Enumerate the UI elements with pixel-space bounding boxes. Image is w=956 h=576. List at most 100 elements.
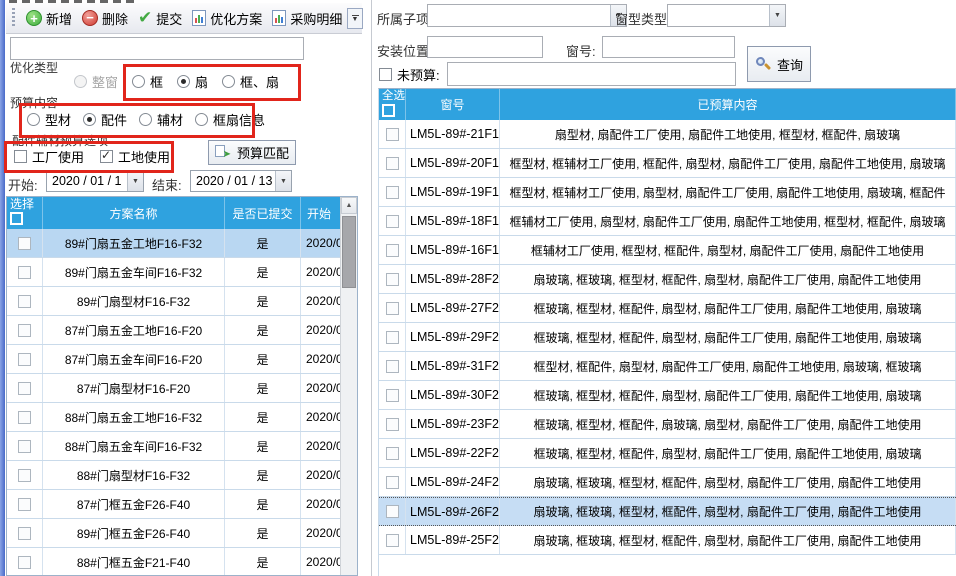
plan-name-column-header[interactable]: 方案名称: [43, 197, 225, 229]
budget-row[interactable]: LM5L-89#-18F16 框辅材工厂使用, 扇型材, 扇配件工厂使用, 扇配件…: [379, 207, 956, 236]
window-no-column-header[interactable]: 窗号: [406, 89, 500, 120]
toolbar-overflow-button[interactable]: [347, 8, 363, 29]
row-checkbox[interactable]: [385, 127, 399, 141]
plan-row[interactable]: 88#门扇五金车间F16-F32 是 2020/0: [7, 432, 342, 461]
radio-frame-sash[interactable]: 框、扇: [222, 72, 279, 91]
plan-filter-field[interactable]: [10, 37, 304, 60]
no-budget-field[interactable]: [447, 62, 736, 86]
budget-row[interactable]: LM5L-89#-23F21 框玻璃, 框型材, 框配件, 扇玻璃, 扇型材, 扇…: [379, 410, 956, 439]
plan-table-scrollbar[interactable]: [340, 197, 357, 575]
window-type-combobox[interactable]: [667, 4, 786, 27]
row-checkbox[interactable]: [385, 214, 399, 228]
plan-row[interactable]: 89#门框五金F26-F40 是 2020/0: [7, 519, 342, 548]
row-checkbox[interactable]: [385, 301, 399, 315]
radio-whole-window[interactable]: 整窗: [74, 72, 118, 91]
row-checkbox[interactable]: [385, 505, 399, 518]
checkbox-factory-use[interactable]: 工厂使用: [14, 147, 84, 166]
radio-sash[interactable]: 扇: [177, 72, 208, 91]
budget-row[interactable]: LM5L-89#-20F18 框型材, 框辅材工厂使用, 框配件, 扇型材, 扇配…: [379, 149, 956, 178]
row-checkbox[interactable]: [18, 497, 31, 511]
purchase-detail-button[interactable]: 采购明细: [267, 6, 361, 31]
plan-row[interactable]: 88#门框五金F21-F40 是 2020/0: [7, 548, 342, 575]
plan-row[interactable]: 88#门扇型材F16-F32 是 2020/0: [7, 461, 342, 490]
chevron-down-icon[interactable]: [769, 5, 785, 26]
budget-row[interactable]: LM5L-89#-27F25 框玻璃, 框型材, 框配件, 扇型材, 扇配件工厂使…: [379, 294, 956, 323]
row-checkbox[interactable]: [18, 410, 31, 424]
row-checkbox[interactable]: [385, 156, 399, 170]
row-checkbox[interactable]: [18, 526, 31, 540]
delete-button[interactable]: 删除: [77, 6, 133, 31]
row-checkbox[interactable]: [385, 185, 399, 199]
budget-row[interactable]: LM5L-89#-29F27 框玻璃, 框型材, 框配件, 扇型材, 扇配件工厂使…: [379, 323, 956, 352]
budget-row[interactable]: LM5L-89#-28F26 扇玻璃, 框玻璃, 框型材, 框配件, 扇型材, 扇…: [379, 265, 956, 294]
plan-row[interactable]: 87#门扇五金车间F16-F20 是 2020/0: [7, 345, 342, 374]
budget-row[interactable]: LM5L-89#-26F24 扇玻璃, 框玻璃, 框型材, 框配件, 扇型材, 扇…: [379, 497, 956, 526]
start-column-header[interactable]: 开始: [301, 197, 342, 229]
row-checkbox[interactable]: [385, 272, 399, 286]
toolbar-grip[interactable]: [12, 8, 15, 28]
radio-frame[interactable]: 框: [132, 72, 163, 91]
submit-button[interactable]: 提交: [133, 5, 187, 31]
row-checkbox[interactable]: [18, 352, 31, 366]
optimize-plan-button[interactable]: 优化方案: [187, 6, 267, 31]
budget-row[interactable]: LM5L-89#-25F23 扇玻璃, 框玻璃, 框型材, 框配件, 扇型材, 扇…: [379, 526, 956, 555]
budget-row[interactable]: LM5L-89#-24F22 扇玻璃, 框玻璃, 框型材, 框配件, 扇型材, 扇…: [379, 468, 956, 497]
plan-row[interactable]: 87#门扇型材F16-F20 是 2020/0: [7, 374, 342, 403]
plan-row[interactable]: 89#门扇五金车间F16-F32 是 2020/0: [7, 258, 342, 287]
no-budget-input[interactable]: [448, 63, 735, 85]
select-all-checkbox[interactable]: [382, 104, 395, 117]
plan-filter-input[interactable]: [11, 38, 303, 59]
row-checkbox[interactable]: [18, 381, 31, 395]
row-checkbox[interactable]: [385, 446, 399, 460]
scrollbar-thumb[interactable]: [342, 216, 356, 288]
budget-row[interactable]: LM5L-89#-22F20 框玻璃, 框型材, 框配件, 扇型材, 扇配件工厂使…: [379, 439, 956, 468]
plan-row[interactable]: 87#门框五金F26-F40 是 2020/0: [7, 490, 342, 519]
sub-item-combobox[interactable]: [427, 4, 627, 27]
plan-row[interactable]: 89#门扇型材F16-F32 是 2020/0: [7, 287, 342, 316]
no-budget-checkbox[interactable]: 未预算:: [379, 65, 440, 84]
row-checkbox[interactable]: [385, 533, 399, 547]
radio-auxiliary[interactable]: 辅材: [139, 110, 183, 129]
select-all-checkbox[interactable]: [10, 212, 23, 225]
panel-splitter[interactable]: [371, 0, 372, 576]
install-pos-field[interactable]: [427, 36, 543, 58]
plan-row[interactable]: 89#门扇五金工地F16-F32 是 2020/0: [7, 229, 342, 258]
row-checkbox[interactable]: [18, 294, 31, 308]
budget-row[interactable]: LM5L-89#-31F29 框型材, 框配件, 扇型材, 扇配件工厂使用, 扇配…: [379, 352, 956, 381]
radio-accessory[interactable]: 配件: [83, 110, 127, 129]
budget-row[interactable]: LM5L-89#-21F19 扇型材, 扇配件工厂使用, 扇配件工地使用, 框型材…: [379, 120, 956, 149]
submitted-column-header[interactable]: 是否已提交: [225, 197, 301, 229]
row-checkbox[interactable]: [385, 417, 399, 431]
budget-row[interactable]: LM5L-89#-19F17 框型材, 框辅材工厂使用, 扇型材, 扇配件工厂使用…: [379, 178, 956, 207]
end-date-picker[interactable]: 2020 / 01 / 13: [190, 170, 292, 192]
row-checkbox[interactable]: [385, 243, 399, 257]
window-no-field[interactable]: [602, 36, 735, 58]
plan-row[interactable]: 88#门扇五金工地F16-F32 是 2020/0: [7, 403, 342, 432]
row-checkbox[interactable]: [18, 555, 31, 569]
row-checkbox[interactable]: [385, 475, 399, 489]
chevron-down-icon[interactable]: [127, 171, 143, 191]
chevron-down-icon[interactable]: [610, 5, 626, 26]
budget-row[interactable]: LM5L-89#-30F28 框玻璃, 框型材, 框配件, 扇型材, 扇配件工厂使…: [379, 381, 956, 410]
radio-profile[interactable]: 型材: [27, 110, 71, 129]
row-checkbox[interactable]: [385, 330, 399, 344]
add-button[interactable]: 新增: [21, 6, 77, 31]
radio-frame-sash-info[interactable]: 框扇信息: [195, 110, 265, 129]
start-date-picker[interactable]: 2020 / 01 / 1: [46, 170, 144, 192]
row-checkbox[interactable]: [18, 468, 31, 482]
plan-row[interactable]: 87#门扇五金工地F16-F20 是 2020/0: [7, 316, 342, 345]
row-checkbox[interactable]: [18, 323, 31, 337]
budget-match-button[interactable]: 预算匹配: [208, 140, 296, 165]
checkbox-site-use[interactable]: 工地使用: [100, 147, 170, 166]
row-checkbox[interactable]: [385, 359, 399, 373]
budget-row[interactable]: LM5L-89#-16F15 框辅材工厂使用, 框型材, 框配件, 扇型材, 扇配…: [379, 236, 956, 265]
row-checkbox[interactable]: [18, 265, 31, 279]
budgeted-content-column-header[interactable]: 已预算内容: [500, 89, 956, 120]
scroll-up-icon[interactable]: [341, 197, 357, 214]
install-pos-input[interactable]: [428, 37, 542, 57]
row-checkbox[interactable]: [385, 388, 399, 402]
row-checkbox[interactable]: [18, 236, 31, 250]
window-no-input[interactable]: [603, 37, 734, 57]
chevron-down-icon[interactable]: [275, 171, 291, 191]
row-checkbox[interactable]: [18, 439, 31, 453]
